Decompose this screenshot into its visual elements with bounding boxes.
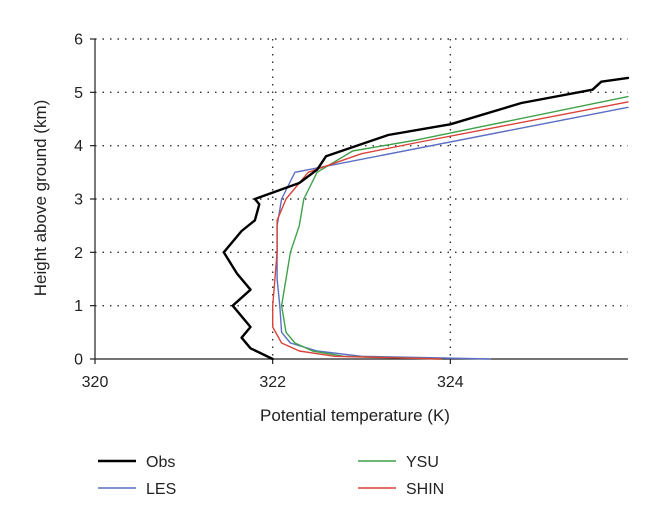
y-tick-label: 1 bbox=[74, 298, 83, 315]
x-tick-label: 320 bbox=[82, 374, 109, 391]
legend-label-ysu: YSU bbox=[406, 454, 439, 471]
legend: Obs LES YSU SHIN bbox=[98, 454, 444, 498]
legend-label-shin: SHIN bbox=[406, 481, 444, 498]
legend-label-obs: Obs bbox=[146, 454, 175, 471]
grid bbox=[95, 38, 628, 359]
series-lines bbox=[222, 76, 630, 361]
x-axis-label: Potential temperature (K) bbox=[260, 406, 450, 425]
series-line-les bbox=[276, 106, 629, 360]
axes bbox=[90, 38, 628, 364]
y-tick-label: 4 bbox=[74, 138, 83, 155]
legend-label-les: LES bbox=[146, 481, 176, 498]
x-tick-label: 322 bbox=[259, 374, 286, 391]
y-tick-label: 3 bbox=[74, 192, 83, 209]
tick-labels: 0 1 2 3 4 5 6 320 322 324 bbox=[74, 32, 464, 392]
series-line-shin bbox=[272, 101, 629, 360]
y-tick-label: 5 bbox=[74, 85, 83, 102]
y-axis-label: Height above ground (km) bbox=[31, 100, 50, 297]
y-tick-label: 0 bbox=[74, 352, 83, 369]
series-line-obs bbox=[222, 76, 630, 361]
x-tick-label: 324 bbox=[437, 374, 464, 391]
y-tick-label: 2 bbox=[74, 245, 83, 262]
series-line-ysu bbox=[280, 95, 629, 360]
y-tick-label: 6 bbox=[74, 32, 83, 49]
